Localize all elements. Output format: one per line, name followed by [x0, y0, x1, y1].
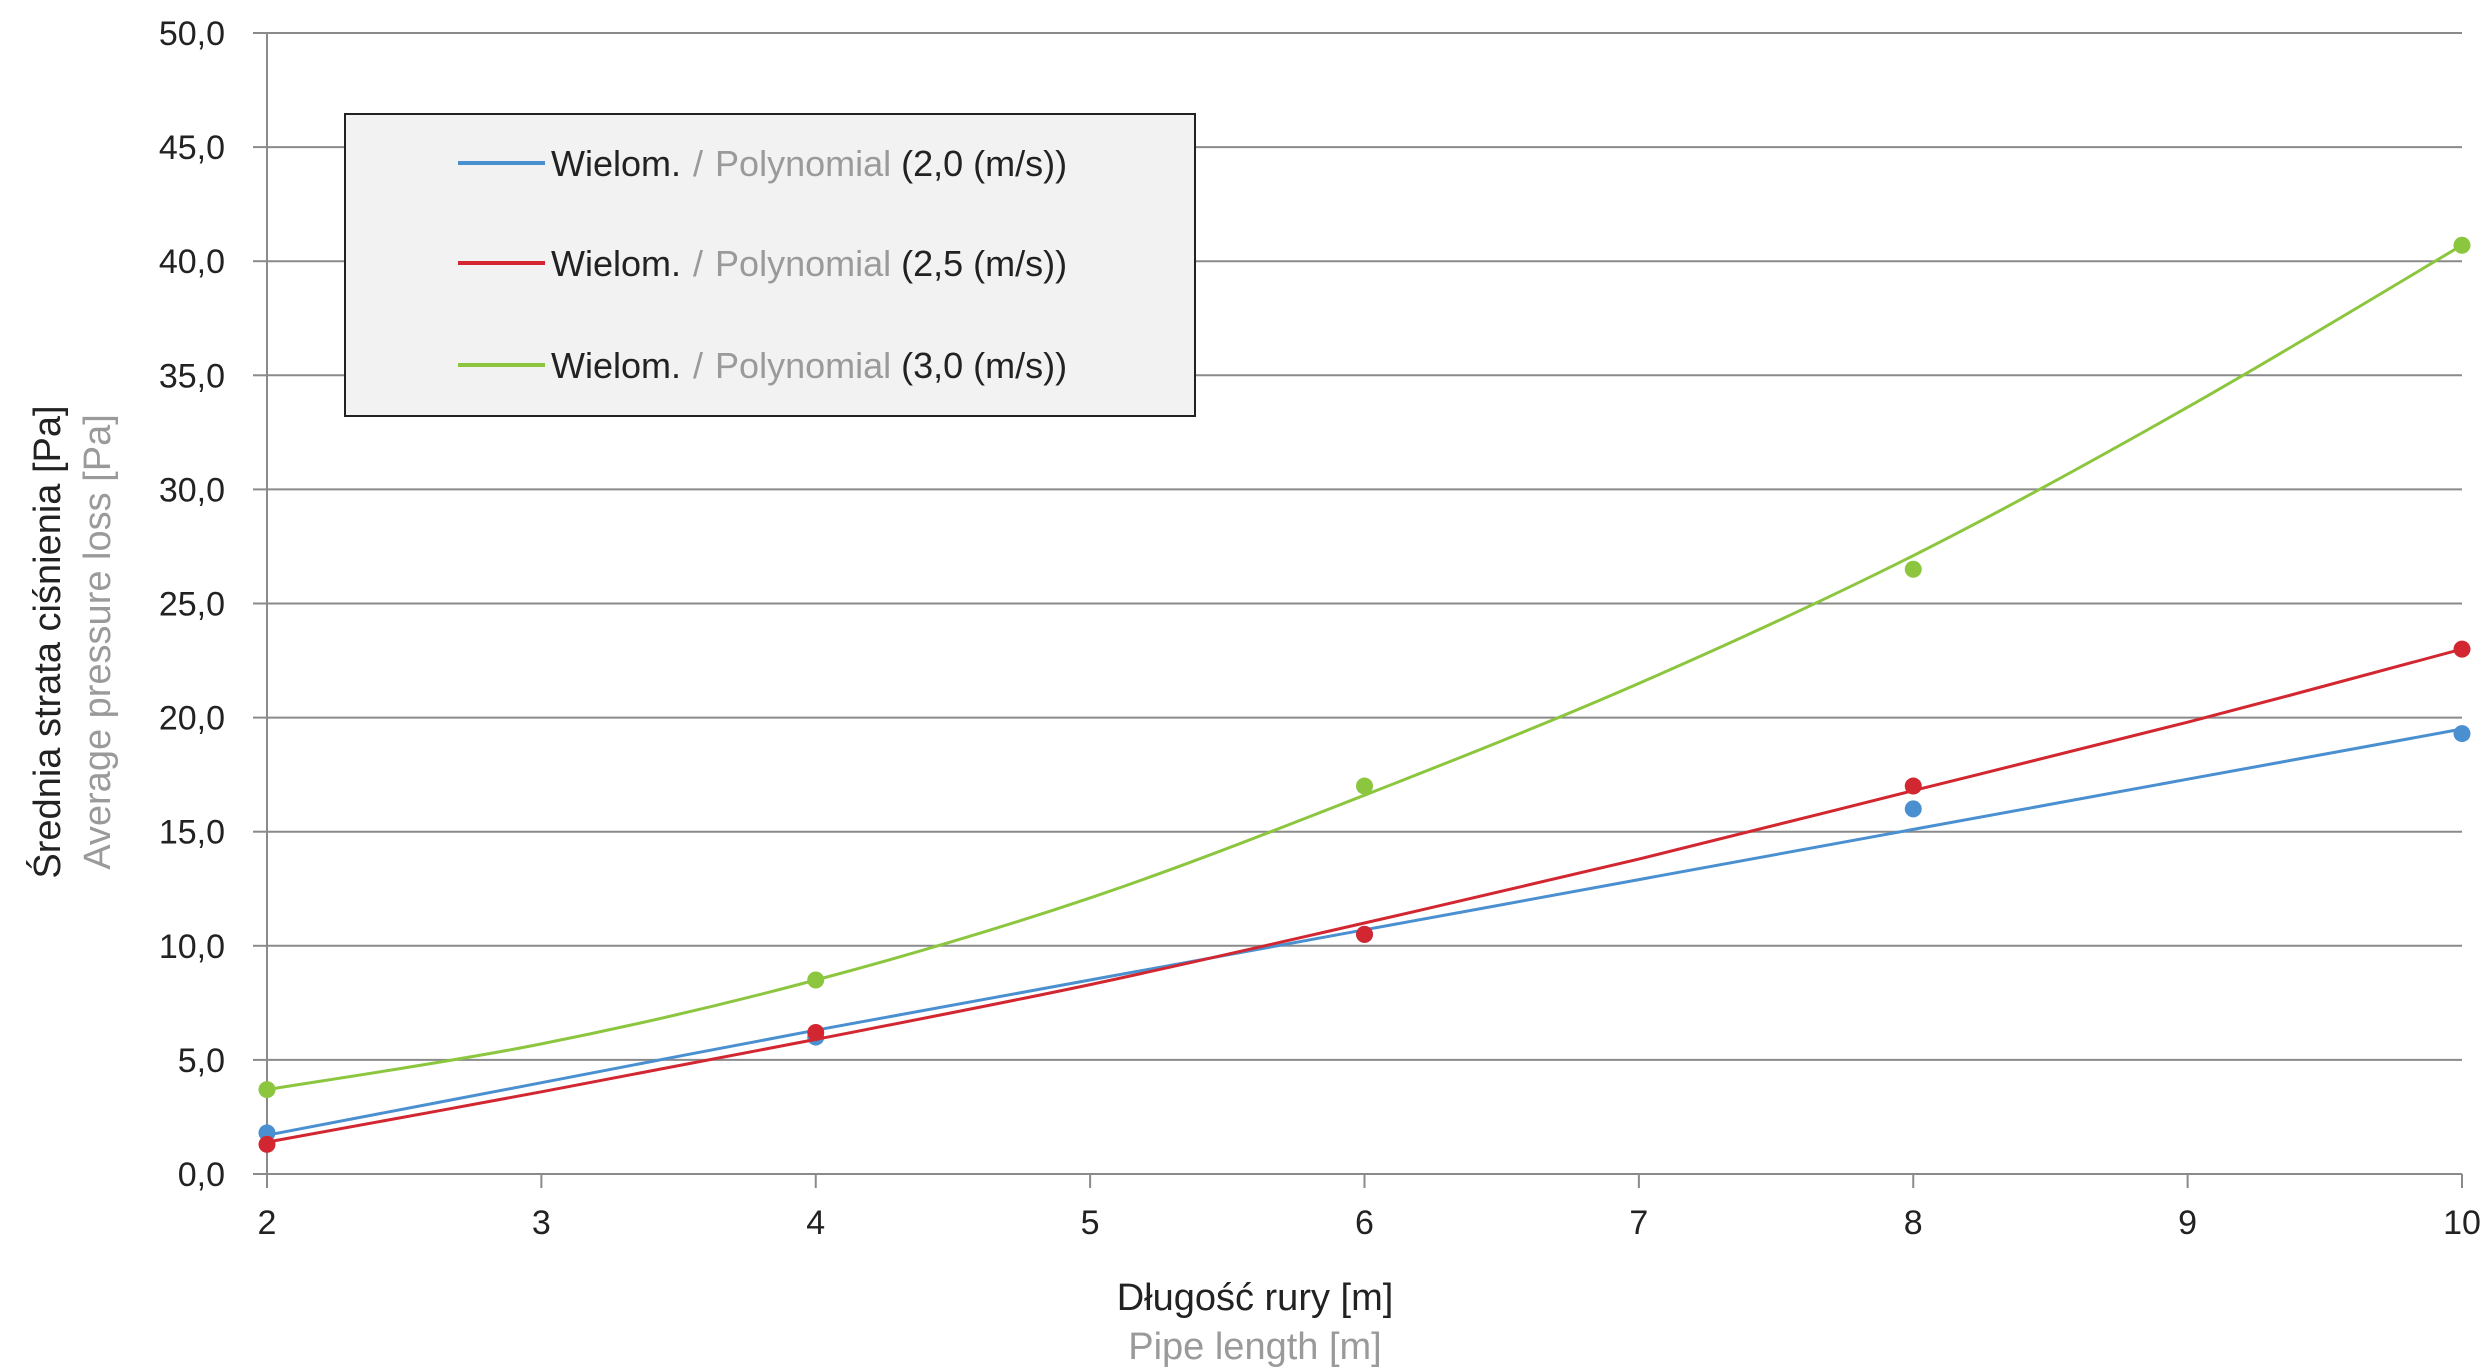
x-axis-title-sub: Pipe length [m] — [1128, 1326, 1381, 1368]
y-tick-label: 20,0 — [159, 700, 225, 738]
legend-label-sep: / — [693, 345, 703, 386]
x-tick-label: 10 — [2443, 1204, 2481, 1242]
y-tick-label: 5,0 — [178, 1042, 225, 1080]
data-point-2-3 — [1904, 560, 1922, 578]
legend-label-2: Wielom. / Polynomial (3,0 (m/s)) — [551, 345, 1067, 386]
data-point-2-1 — [807, 971, 825, 989]
y-tick-label: 45,0 — [159, 129, 225, 167]
legend-label-sep: / — [693, 143, 703, 184]
legend-label-sub: Polynomial — [715, 243, 891, 284]
series-2 — [258, 236, 2471, 1099]
x-axis-title: Długość rury [m] Pipe length [m] — [1117, 1277, 1394, 1368]
series-1 — [258, 640, 2471, 1153]
axes — [253, 32, 2463, 1188]
x-tick-label: 7 — [1629, 1204, 1648, 1242]
y-tick-label: 35,0 — [159, 357, 225, 395]
legend-label-0: Wielom. / Polynomial (2,0 (m/s)) — [551, 143, 1067, 184]
data-point-1-0 — [258, 1135, 276, 1153]
data-point-2-0 — [258, 1081, 276, 1099]
data-point-2-4 — [2453, 236, 2471, 254]
legend-label-suffix: (2,0 (m/s)) — [901, 143, 1067, 184]
legend-label-main: Wielom. — [551, 143, 681, 184]
data-point-1-1 — [807, 1024, 825, 1042]
x-tick-label: 6 — [1355, 1204, 1374, 1242]
series-layer — [258, 236, 2471, 1153]
legend-item-1: Wielom. / Polynomial (2,5 (m/s)) — [458, 243, 1067, 284]
y-tick-label: 0,0 — [178, 1156, 225, 1194]
data-point-0-3 — [1904, 800, 1922, 818]
legend-label-1: Wielom. / Polynomial (2,5 (m/s)) — [551, 243, 1067, 284]
x-tick-label: 3 — [532, 1204, 551, 1242]
x-tick-label: 8 — [1904, 1204, 1923, 1242]
data-point-1-4 — [2453, 640, 2471, 658]
legend-item-0: Wielom. / Polynomial (2,0 (m/s)) — [458, 143, 1067, 184]
x-tick-labels: 2 3 4 5 6 7 8 9 10 — [258, 1204, 2481, 1242]
trend-line-1 — [266, 647, 2463, 1144]
y-tick-label: 40,0 — [159, 243, 225, 281]
data-point-0-4 — [2453, 725, 2471, 743]
x-tick-label: 4 — [806, 1204, 825, 1242]
legend-item-2: Wielom. / Polynomial (3,0 (m/s)) — [458, 345, 1067, 386]
legend-label-sub: Polynomial — [715, 143, 891, 184]
y-tick-label: 15,0 — [159, 814, 225, 852]
x-tick-label: 5 — [1081, 1204, 1100, 1242]
trend-line-2 — [266, 243, 2463, 1092]
legend: Wielom. / Polynomial (2,0 (m/s))Wielom. / Pol… — [344, 113, 1196, 417]
legend-label-suffix: (2,5 (m/s)) — [901, 243, 1067, 284]
x-tick-label: 2 — [258, 1204, 277, 1242]
y-tick-labels: 0,0 5,0 10,0 15,0 20,0 25,0 30,0 35,0 40,0 45,0 50… — [159, 15, 225, 1194]
y-tick-label: 30,0 — [159, 471, 225, 509]
legend-label-main: Wielom. — [551, 243, 681, 284]
legend-label-sub: Polynomial — [715, 345, 891, 386]
data-point-1-3 — [1904, 777, 1922, 795]
legend-label-sep: / — [693, 243, 703, 284]
y-tick-label: 25,0 — [159, 586, 225, 624]
x-axis-title-main: Długość rury [m] — [1117, 1277, 1394, 1319]
y-tick-label: 50,0 — [159, 15, 225, 53]
legend-label-suffix: (3,0 (m/s)) — [901, 345, 1067, 386]
x-tick-label: 9 — [2178, 1204, 2197, 1242]
y-axis-title-main: Średnia strata ciśnienia [Pa] — [24, 405, 69, 878]
data-point-1-2 — [1356, 925, 1373, 943]
legend-label-main: Wielom. — [551, 345, 681, 386]
data-point-2-2 — [1356, 777, 1373, 795]
y-axis-title-sub: Average pressure loss [Pa] — [77, 414, 119, 870]
y-axis-title: Średnia strata ciśnienia [Pa] Average pr… — [24, 405, 119, 878]
y-tick-label: 10,0 — [159, 928, 225, 966]
